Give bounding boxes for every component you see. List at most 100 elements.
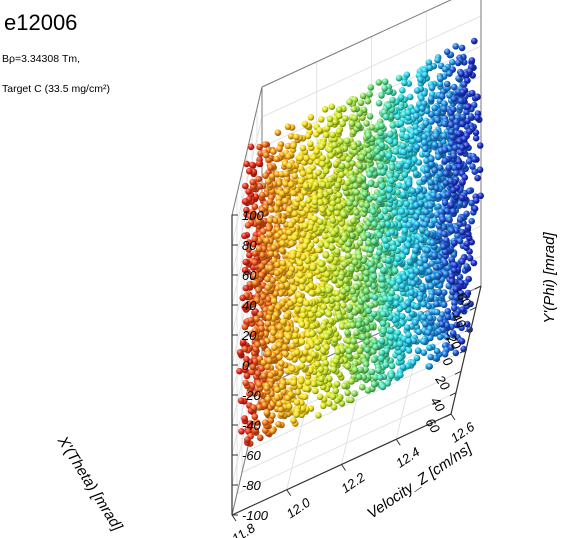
data-point	[269, 336, 276, 344]
data-point	[280, 318, 287, 325]
data-point	[280, 276, 287, 284]
data-point	[445, 164, 453, 171]
data-point	[365, 132, 372, 139]
data-point	[351, 296, 358, 303]
data-point	[277, 364, 284, 372]
data-point	[286, 300, 294, 307]
data-point	[345, 347, 353, 355]
data-point	[463, 210, 470, 218]
data-point	[317, 199, 324, 206]
data-point	[241, 323, 249, 331]
data-point	[452, 285, 460, 293]
data-point	[399, 313, 406, 320]
data-point	[408, 273, 416, 280]
data-point	[405, 180, 413, 188]
data-point	[294, 306, 301, 313]
data-point	[287, 221, 295, 229]
data-point	[255, 217, 262, 225]
data-point	[444, 264, 452, 272]
data-point	[316, 127, 323, 134]
data-point	[363, 288, 370, 295]
data-point	[265, 357, 273, 365]
data-point	[364, 346, 371, 354]
data-point	[254, 341, 261, 349]
data-point	[417, 76, 424, 83]
data-point	[370, 381, 378, 388]
data-point	[432, 132, 440, 140]
x-tick-mark	[464, 328, 472, 333]
data-point	[472, 134, 480, 142]
data-point	[338, 171, 345, 179]
data-point	[322, 251, 330, 259]
data-point	[264, 320, 272, 328]
data-point	[300, 356, 307, 364]
data-point	[416, 295, 424, 303]
data-point	[253, 315, 260, 323]
data-point	[451, 239, 458, 247]
data-point	[251, 235, 258, 243]
data-point	[393, 171, 400, 179]
data-point	[262, 151, 270, 159]
data-point	[458, 44, 466, 52]
data-point	[441, 157, 449, 165]
data-point	[359, 92, 367, 100]
data-point	[336, 313, 343, 321]
z-tick-label: -60	[242, 448, 262, 463]
data-point	[366, 195, 373, 203]
data-point	[243, 206, 250, 214]
data-point	[389, 279, 397, 287]
data-point	[424, 230, 431, 237]
data-point	[335, 112, 343, 120]
data-point	[371, 221, 378, 228]
data-point	[307, 140, 314, 148]
data-point	[292, 326, 300, 334]
data-point	[297, 154, 304, 162]
data-point	[428, 160, 435, 168]
data-point	[457, 97, 465, 105]
data-point	[335, 191, 343, 199]
data-point	[395, 182, 403, 189]
data-point	[474, 174, 481, 182]
z-tick-label: -20	[242, 388, 262, 403]
data-point	[469, 163, 476, 170]
data-point	[301, 393, 309, 401]
data-point	[433, 308, 441, 316]
data-point	[320, 402, 327, 410]
data-point	[285, 333, 292, 341]
data-point	[471, 156, 478, 163]
data-point	[310, 255, 317, 262]
data-point	[351, 253, 358, 261]
x-tick-label: 20	[432, 372, 454, 394]
data-point	[403, 248, 410, 256]
data-point	[302, 182, 310, 190]
data-point	[352, 274, 360, 282]
data-point	[398, 208, 406, 215]
data-point	[456, 104, 464, 111]
data-point	[370, 273, 378, 280]
data-point	[446, 70, 453, 77]
data-point	[448, 256, 456, 263]
data-point	[423, 166, 431, 174]
data-point	[316, 192, 324, 200]
data-point	[412, 202, 420, 209]
data-point	[241, 415, 248, 422]
data-point	[408, 208, 416, 216]
data-point	[426, 363, 434, 370]
data-point	[299, 201, 307, 208]
data-point	[259, 293, 267, 301]
data-point	[294, 388, 302, 396]
data-point	[376, 196, 384, 203]
data-point	[367, 246, 375, 254]
x-tick-mark	[454, 370, 462, 375]
data-point	[277, 406, 285, 413]
data-point	[443, 322, 451, 329]
data-point	[346, 304, 354, 311]
data-point	[236, 349, 244, 356]
data-point	[389, 96, 396, 104]
data-point	[428, 118, 435, 125]
data-point	[262, 172, 269, 179]
data-point	[452, 170, 460, 177]
data-point	[425, 302, 432, 310]
data-point	[413, 354, 421, 362]
data-point	[351, 366, 359, 374]
